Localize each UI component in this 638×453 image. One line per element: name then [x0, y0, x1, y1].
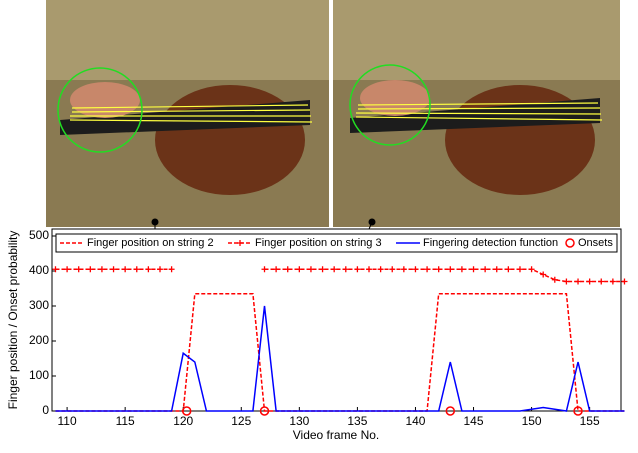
x-tick-label: 140 — [405, 414, 425, 428]
x-tick-label: 130 — [289, 414, 309, 428]
x-tick-label: 110 — [58, 414, 77, 428]
figure: Video frame No. Finger position / Onset … — [0, 0, 638, 448]
frame-bg — [46, 0, 329, 80]
x-tick-label: 125 — [231, 414, 251, 428]
y-tick-label: 100 — [29, 368, 49, 382]
y-tick-label: 400 — [29, 263, 49, 277]
y-tick-label: 0 — [42, 403, 49, 417]
legend-label: Fingering detection function — [423, 237, 558, 249]
hand — [360, 80, 430, 116]
legend-label: Finger position on string 3 — [255, 237, 382, 249]
x-tick-label: 155 — [580, 414, 600, 428]
x-axis-label: Video frame No. — [293, 428, 380, 442]
legend-label: Onsets — [578, 237, 613, 249]
legend: Finger position on string 2 Finger positi… — [56, 234, 617, 252]
x-tick-label: 145 — [464, 414, 484, 428]
plus-marker — [621, 279, 627, 285]
y-axis-label: Finger position / Onset probability — [6, 231, 20, 410]
hand — [70, 82, 140, 118]
video-frames — [46, 0, 620, 227]
violin — [155, 85, 305, 195]
x-tick-label: 120 — [173, 414, 193, 428]
legend-label: Finger position on string 2 — [87, 237, 214, 249]
x-tick-label: 150 — [522, 414, 542, 428]
y-tick-label: 200 — [29, 333, 49, 347]
y-tick-label: 300 — [29, 298, 49, 312]
y-tick-label: 500 — [29, 228, 49, 242]
x-tick-label: 135 — [347, 414, 367, 428]
x-tick-label: 115 — [116, 414, 135, 428]
plot-area — [52, 229, 621, 411]
